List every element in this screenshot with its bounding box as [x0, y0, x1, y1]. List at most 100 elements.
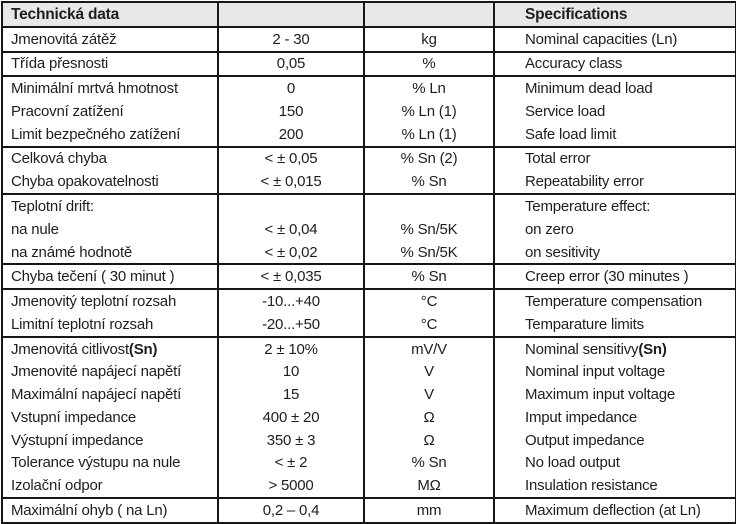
english-label-cell: Insulation resistance: [525, 477, 658, 495]
unit-cell: V: [365, 360, 495, 384]
table-row: Minimální mrtvá hmotnost 0% Ln Minimum dea…: [3, 75, 735, 101]
czech-label-cell: na známé hodnotě: [11, 243, 133, 261]
english-label-cell: Accuracy class: [525, 55, 623, 73]
table-row: Pracovní zatížení 150% Ln (1) Service load: [3, 100, 735, 123]
english-label-cell: No load output: [525, 454, 620, 472]
czech-label-cell: Jmenovité napájecí napětí: [11, 363, 182, 381]
header-unit-cell: [365, 3, 495, 26]
table-row: Vstupní impedance 400 ± 20 Ω Imput impedanc…: [3, 406, 735, 429]
czech-label-cell: na nule: [11, 220, 59, 238]
table-header-row: Technická data Specifications: [3, 3, 735, 28]
english-label-cell: Output impedance: [525, 431, 645, 449]
header-czech-label: Technická data: [11, 5, 120, 23]
unit-cell: mV/V: [365, 337, 495, 361]
unit-cell: MΩ: [365, 474, 495, 498]
value-cell: 0,05: [217, 52, 365, 76]
english-label-cell: Creep error (30 minutes ): [525, 268, 689, 286]
english-label-cell: Maximum deflection (at Ln): [525, 501, 701, 519]
czech-label-cell: Chyba tečení ( 30 minut ): [11, 268, 175, 286]
english-label-cell: on zero: [525, 220, 574, 238]
value-cell: 400 ± 20: [217, 406, 365, 429]
table-row: Chyba tečení ( 30 minut ) < ± 0,035% Sn Cr…: [3, 263, 735, 289]
value-cell: < ± 0,035: [217, 265, 365, 289]
czech-label-cell: Limitní teplotní rozsah: [11, 315, 154, 333]
value-cell: < ± 0,04: [217, 217, 365, 241]
unit-cell: Ω: [365, 406, 495, 429]
english-label-cell: Maximum input voltage: [525, 386, 676, 404]
czech-label-cell: Výstupní impedance: [11, 431, 144, 449]
czech-label-cell: Maximální ohyb ( na Ln): [11, 501, 168, 519]
table-row: Celková chyba < ± 0,05% Sn (2) Total error: [3, 145, 735, 171]
header-czech-title: Technická data: [3, 3, 217, 26]
table-row: Výstupní impedance 350 ± 3 Ω Output impedan…: [3, 428, 735, 452]
value-cell: 10: [217, 360, 365, 384]
czech-label-cell: Tolerance výstupu na nule: [11, 454, 181, 472]
unit-cell: % Sn/5K: [365, 217, 495, 241]
table-row: Maximální ohyb ( na Ln) 0,2 – 0,4 mm Maximu…: [3, 497, 735, 522]
czech-label-cell: Maximální napájecí napětí: [11, 386, 182, 404]
czech-label-cell: Limit bezpečného zatížení: [11, 125, 181, 143]
table-row: na známé hodnotě < ± 0,02% Sn/5K on sesiti…: [3, 240, 735, 264]
value-cell: < ± 0,02: [217, 240, 365, 264]
header-english-title: Specifications: [495, 3, 735, 26]
english-label-cell: Temparature limits: [525, 315, 644, 333]
english-label-cell: Temperature compensation: [525, 293, 702, 311]
value-cell: 200: [217, 122, 365, 146]
table-row: Teplotní drift: Temperature effect:: [3, 193, 735, 218]
unit-cell: V: [365, 383, 495, 407]
value-cell: 0: [217, 77, 365, 101]
unit-cell: % Sn (2): [365, 147, 495, 171]
czech-label-cell: Teplotní drift:: [11, 198, 94, 215]
english-label-cell: Temperature effect:: [525, 198, 651, 215]
table-row: Izolační odpor > 5000 MΩ Insulation resista…: [3, 474, 735, 498]
value-cell: > 5000: [217, 474, 365, 498]
english-label-cell: Nominal input voltage: [525, 363, 666, 381]
unit-cell: % Ln (1): [365, 100, 495, 123]
table-row: Maximální napájecí napětí 15 V Maximum inpu…: [3, 383, 735, 407]
value-cell: 0,2 – 0,4: [217, 499, 365, 522]
table-row: Jmenovitá zátěž 2 - 30 kg Nominal capacitie…: [3, 27, 735, 51]
value-cell: [217, 195, 365, 218]
value-cell: -20...+50: [217, 312, 365, 336]
value-cell: 15: [217, 383, 365, 407]
unit-cell: °C: [365, 312, 495, 336]
english-label-cell: Imput impedance: [525, 408, 638, 426]
czech-label-cell: Celková chyba: [11, 150, 107, 168]
english-label-cell: Total error: [525, 150, 591, 168]
english-label-cell: Nominal capacities (Ln): [525, 30, 678, 48]
czech-label-cell: Izolační odpor: [11, 477, 103, 495]
table-row: Jmenovitý teplotní rozsah -10...+40 °C Temp…: [3, 288, 735, 313]
unit-cell: mm: [365, 499, 495, 522]
unit-cell: kg: [365, 27, 495, 51]
table-row: Třída přesnosti 0,05% Accuracy class: [3, 50, 735, 76]
czech-label-cell: Třída přesnosti: [11, 55, 109, 73]
czech-label-cell: Jmenovitá zátěž: [11, 30, 117, 48]
value-cell: 2 - 30: [217, 27, 365, 51]
unit-cell: %: [365, 52, 495, 76]
unit-cell: % Sn: [365, 451, 495, 475]
table-row: Limit bezpečného zatížení 200% Ln (1) Safe…: [3, 122, 735, 146]
english-label-cell: Minimum dead load: [525, 80, 653, 98]
table-row: Jmenovitá citlivost (Sn) 2 ± 10% mV/V Nomin…: [3, 335, 735, 361]
value-cell: -10...+40: [217, 290, 365, 313]
english-label-cell: Repeatability error: [525, 173, 644, 191]
unit-cell: % Sn: [365, 170, 495, 194]
table-row: Tolerance výstupu na nule < ± 2% Sn No loa…: [3, 451, 735, 475]
value-cell: 350 ± 3: [217, 428, 365, 452]
unit-cell: % Ln (1): [365, 122, 495, 146]
unit-cell: Ω: [365, 428, 495, 452]
english-label-cell: on sesitivity: [525, 243, 600, 261]
unit-cell: °C: [365, 290, 495, 313]
unit-cell: [365, 195, 495, 218]
table-row: Limitní teplotní rozsah -20...+50 °C Tempar…: [3, 312, 735, 336]
unit-cell: % Ln: [365, 77, 495, 101]
czech-label-cell: Minimální mrtvá hmotnost: [11, 80, 178, 98]
header-value-cell: [217, 3, 365, 26]
table-row: na nule < ± 0,04% Sn/5K on zero: [3, 217, 735, 241]
czech-label-cell: Chyba opakovatelnosti: [11, 173, 159, 191]
unit-cell: % Sn/5K: [365, 240, 495, 264]
unit-cell: % Sn: [365, 265, 495, 289]
czech-label-cell: Pracovní zatížení: [11, 102, 124, 120]
czech-label-cell: Jmenovitý teplotní rozsah: [11, 293, 177, 311]
